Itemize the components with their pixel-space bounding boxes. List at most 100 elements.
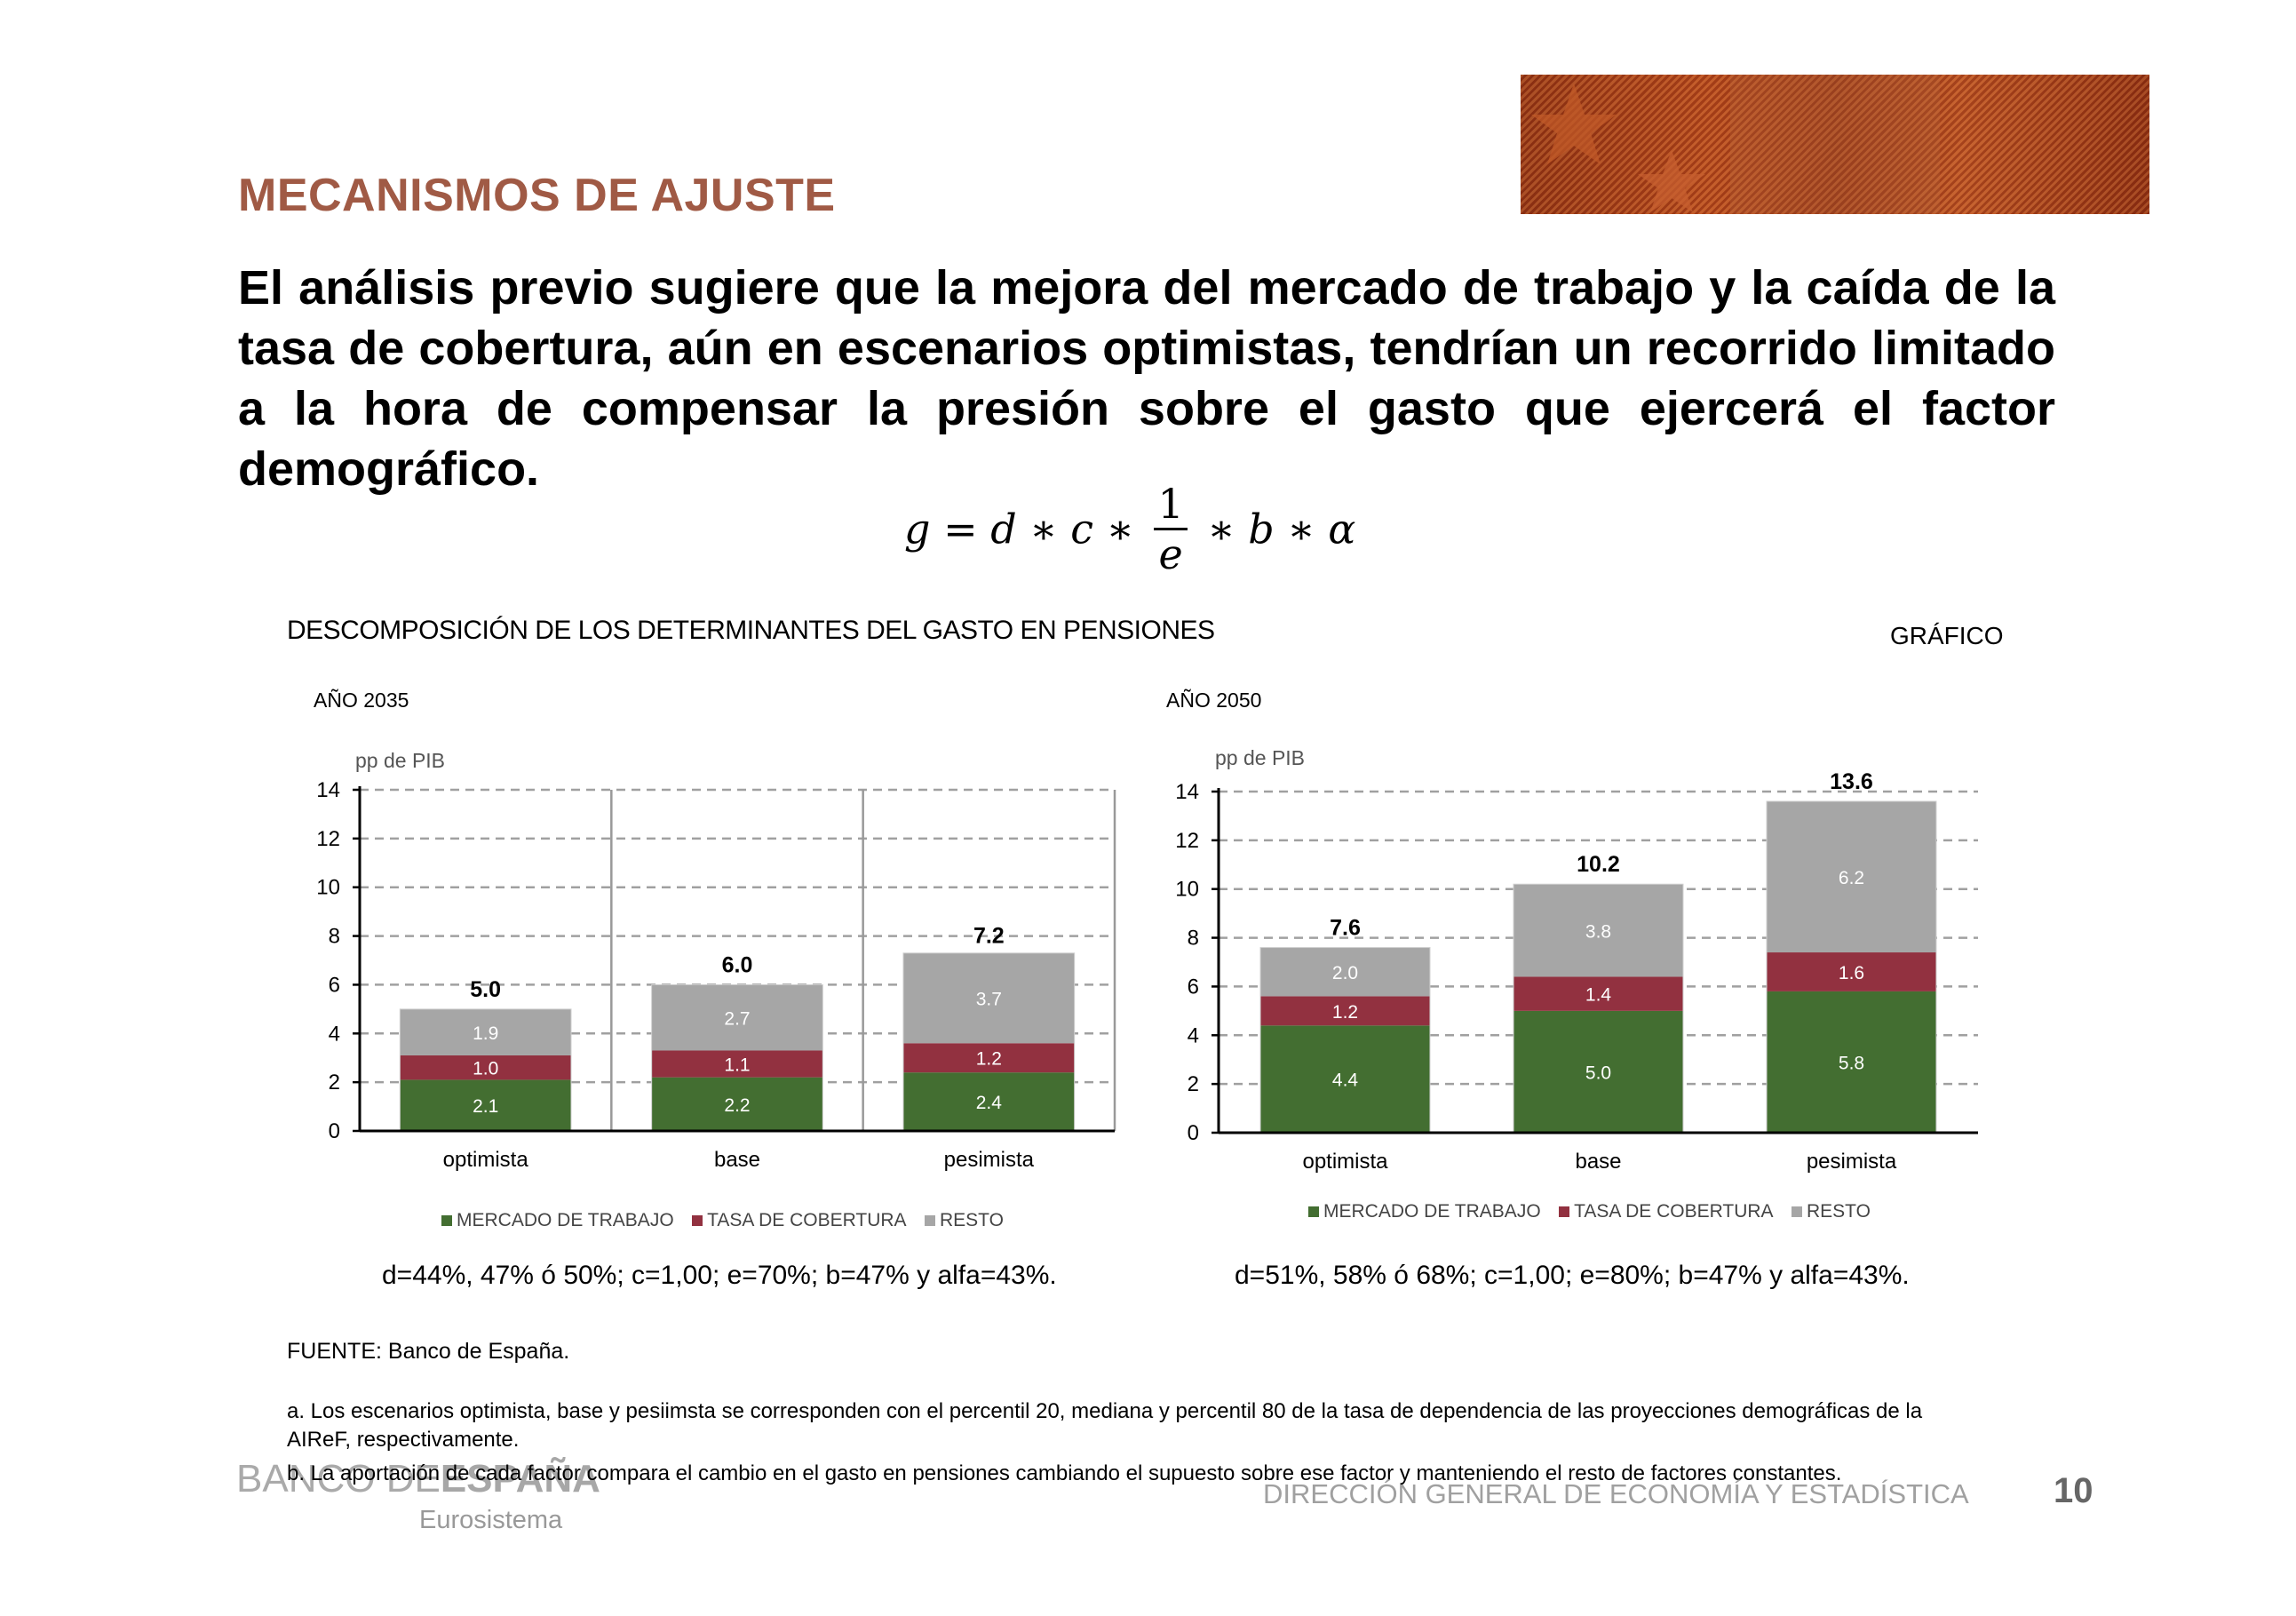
y-tick-label: 0 [1188,1121,1199,1145]
y-tick-label: 12 [1175,829,1199,853]
chart-2035: 0 2 4 6 8 10 12 14 2.1 1.0 1.9 5.0 optimista 2.2 1.1 2.… [316,778,1116,1172]
panel-2035-title: AÑO 2035 [314,689,409,712]
figure-tag: GRÁFICO [1890,622,2004,649]
department-name: DIRECCIÓN GENERAL DE ECONOMÍA Y ESTADÍST… [1263,1478,1969,1509]
bar-resto [1767,800,1936,953]
category-label: optimista [1302,1150,1388,1174]
y-tick-label: 8 [1188,927,1199,951]
bar-value-label: 6.2 [1839,868,1864,888]
bar-mercado [1767,991,1936,1133]
bar-resto [400,1008,571,1055]
bar-value-label: 2.2 [724,1095,750,1116]
category-label: pesimista [1807,1150,1897,1174]
y-tick-label: 6 [1188,975,1199,999]
bar-tasa [1260,996,1430,1026]
bar-value-label: 1.4 [1585,985,1612,1006]
formula-rhs: ∗ b ∗ α [1207,505,1356,553]
legend-label-resto: RESTO [940,1210,1004,1230]
params-2035: d=44%, 47% ó 50%; c=1,00; e=70%; b=47% y… [382,1261,1057,1290]
y-tick-label: 4 [329,1022,340,1046]
bar-value-label: 2.1 [473,1096,498,1117]
formula-numerator: 1 [1154,480,1188,530]
formula-lhs: g = d ∗ c ∗ [904,505,1134,553]
bar-value-label: 1.2 [1332,1002,1358,1023]
params-2050: d=51%, 58% ó 68%; c=1,00; e=80%; b=47% y… [1235,1261,1910,1290]
logo-text-left: BANCO DE [236,1457,441,1501]
panel-2050-title: AÑO 2050 [1166,689,1262,712]
bar-value-label: 3.8 [1585,921,1611,942]
total-label: 7.2 [973,924,1005,949]
formula-denominator: e [1158,530,1183,578]
bar-resto [1513,884,1683,977]
footnote-a: a. Los escenarios optimista, base y pesi… [287,1399,1923,1452]
formula: g = d ∗ c ∗ 1 e ∗ b ∗ α [904,480,1355,578]
total-label: 6.0 [722,952,753,977]
legend-item-mercado: MERCADO DE TRABAJO [441,1210,674,1231]
legend-swatch-mercado [441,1215,452,1227]
bank-logo: BANCO DEESPAÑA [236,1457,600,1501]
legend-swatch-tasa [1559,1206,1570,1218]
bar-tasa [1513,976,1683,1011]
bar-value-label: 1.6 [1839,963,1864,983]
body-paragraph: El análisis previo sugiere que la mejora… [238,261,2055,496]
category-label: pesimista [944,1148,1035,1172]
bar-value-label: 4.4 [1332,1071,1359,1091]
legend-label-mercado: MERCADO DE TRABAJO [457,1210,674,1230]
y-tick-label: 4 [1188,1023,1199,1047]
page-title: MECANISMOS DE AJUSTE [238,170,836,221]
total-label: 7.6 [1330,916,1361,941]
y-tick-label: 14 [1175,780,1199,804]
legend-swatch-resto [1792,1206,1802,1218]
total-label: 10.2 [1577,852,1620,877]
bar-value-label: 5.0 [1585,1063,1611,1083]
logo-text-right: ESPAÑA [440,1457,600,1501]
bar-mercado [400,1079,571,1131]
legend-swatch-mercado [1308,1206,1319,1218]
bar-value-label: 1.1 [724,1055,750,1076]
bar-value-label: 1.0 [473,1059,498,1079]
legend-swatch-tasa [692,1215,703,1227]
bar-resto [1260,947,1430,997]
category-label: optimista [443,1148,529,1172]
bar-value-label: 2.0 [1332,963,1358,983]
y-tick-label: 8 [329,925,340,949]
bar-value-label: 2.7 [724,1008,750,1029]
y-tick-label: 10 [316,876,340,900]
legend-label-resto: RESTO [1807,1201,1871,1222]
formula-fraction: 1 e [1154,480,1188,578]
legend-2050: MERCADO DE TRABAJO TASA DE COBERTURA RES… [1308,1201,1885,1222]
bar-value-label: 2.4 [976,1093,1003,1113]
header-banner-image [1521,75,2149,214]
bar-value-label: 1.2 [976,1049,1002,1070]
legend-label-tasa: TASA DE COBERTURA [1574,1201,1774,1222]
legend-item-tasa: TASA DE COBERTURA [1559,1201,1774,1222]
category-label: base [1575,1150,1621,1174]
legend-label-tasa: TASA DE COBERTURA [707,1210,907,1230]
bar-tasa [1767,952,1936,991]
legend-2035: MERCADO DE TRABAJO TASA DE COBERTURA RES… [441,1210,1018,1231]
bar-value-label: 3.7 [976,990,1002,1010]
bar-tasa [651,1050,823,1078]
star-pattern-icon [1531,75,1940,214]
total-label: 13.6 [1830,769,1873,794]
panel-2050-unit: pp de PIB [1215,746,1306,769]
legend-swatch-resto [925,1215,935,1227]
y-tick-label: 2 [1188,1072,1199,1096]
bar-tasa [400,1055,571,1080]
y-tick-label: 10 [1175,878,1199,902]
legend-item-tasa: TASA DE COBERTURA [692,1210,907,1231]
total-label: 5.0 [470,977,501,1002]
source-note: FUENTE: Banco de España. [287,1339,570,1364]
bar-value-label: 1.9 [473,1023,498,1044]
bar-mercado [651,1077,823,1131]
panel-2035-unit: pp de PIB [355,749,446,772]
y-tick-label: 12 [316,827,340,851]
bar-value-label: 5.8 [1839,1053,1864,1073]
figure-title: DESCOMPOSICIÓN DE LOS DETERMINANTES DEL … [287,616,1215,645]
y-tick-label: 14 [316,778,340,802]
logo-subtitle: Eurosistema [419,1506,563,1534]
chart-2050: 0 2 4 6 8 10 12 14 4.4 1.2 2.0 7.6 optimista 5.0 1.4 3.… [1175,769,1978,1174]
bar-resto [651,984,823,1051]
page-number: 10 [2054,1471,2093,1510]
legend-item-mercado: MERCADO DE TRABAJO [1308,1201,1541,1222]
